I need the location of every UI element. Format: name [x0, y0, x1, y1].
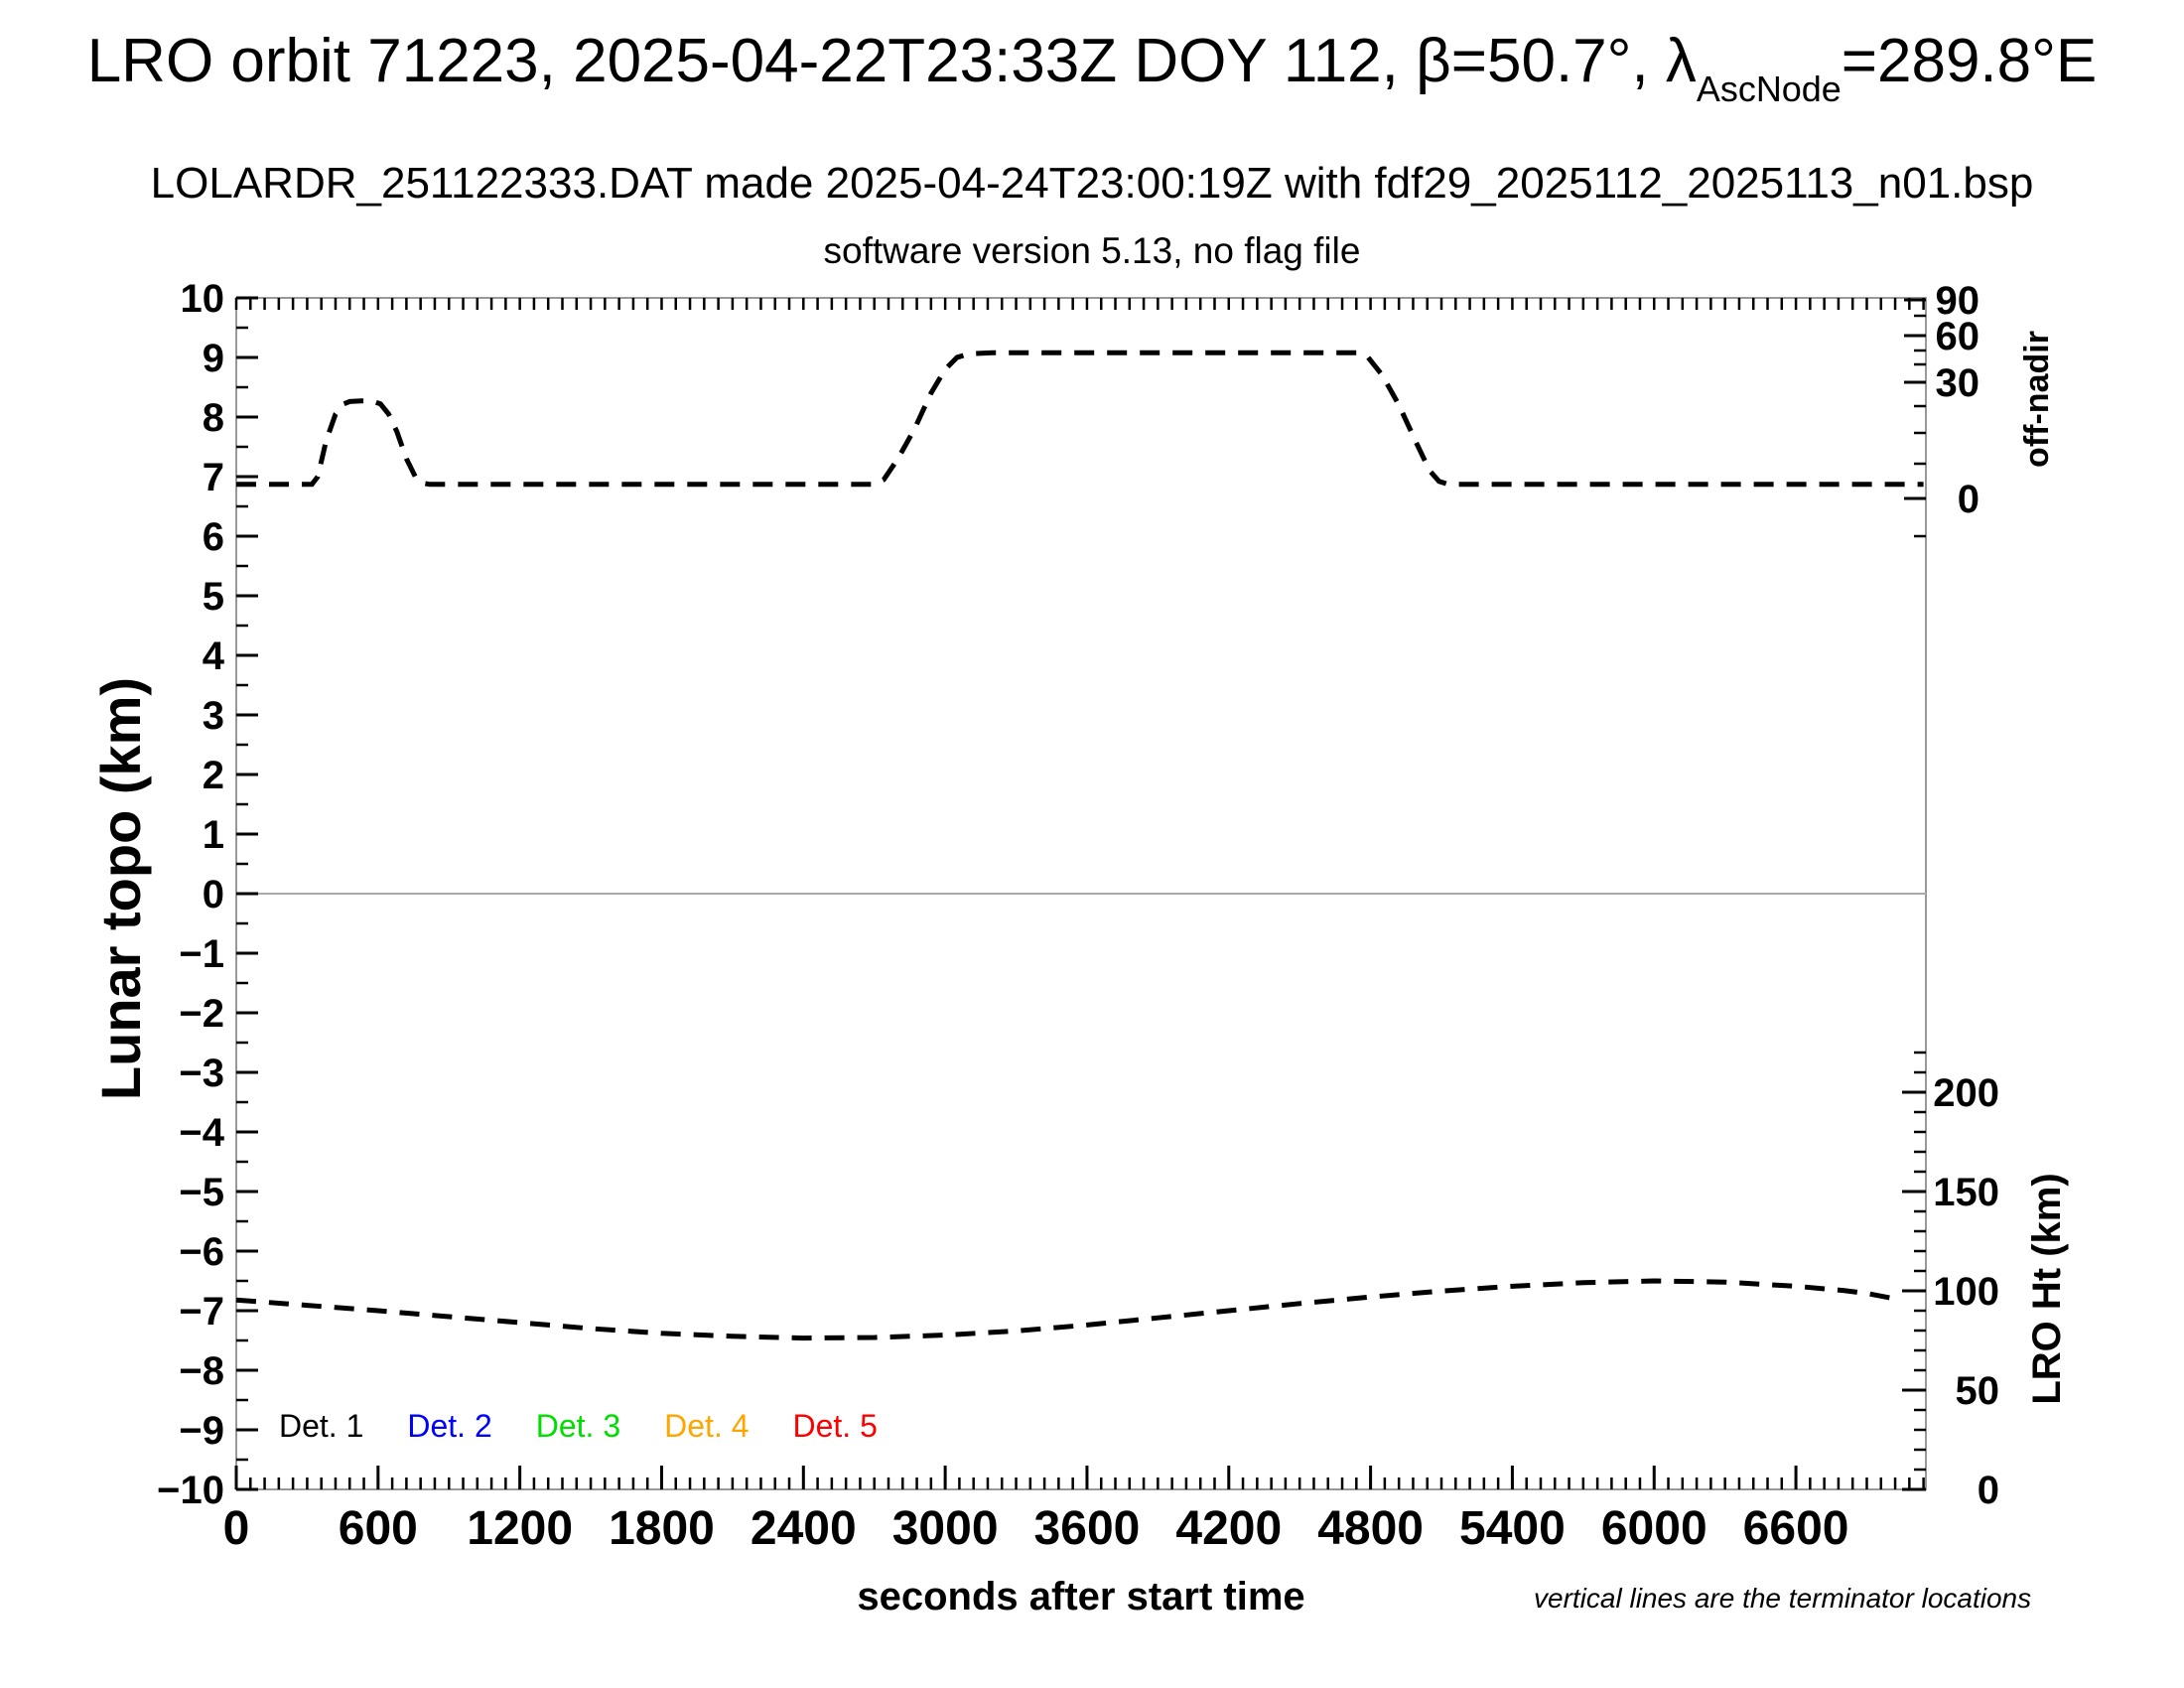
x-axis-title: seconds after start time — [857, 1575, 1305, 1618]
lro-ht-tick-label: 100 — [1933, 1270, 1999, 1314]
y-axis-tick-label: 0 — [203, 873, 224, 916]
y-axis-title-right-bottom: LRO Ht (km) — [2025, 1173, 2069, 1405]
y-axis-tick-label: −6 — [179, 1230, 224, 1274]
y-axis-tick-label: −8 — [179, 1349, 224, 1393]
y-axis-tick-label: −10 — [157, 1469, 224, 1512]
off-nadir-curve — [236, 350, 1924, 488]
plot-title: LRO orbit 71223, 2025-04-22T23:33Z DOY 1… — [0, 26, 2184, 109]
x-axis-tick-label: 4800 — [1317, 1502, 1424, 1555]
lro-ht-tick-label: 150 — [1933, 1171, 1999, 1214]
y-axis-tick-label: 4 — [203, 634, 225, 678]
y-axis-tick-label: 2 — [203, 754, 224, 797]
legend-item-det-2: Det. 2 — [407, 1408, 492, 1444]
x-axis-tick-label: 1200 — [467, 1502, 573, 1555]
y-axis-tick-label: −3 — [179, 1052, 224, 1095]
lro-ht-tick-label: 0 — [1978, 1469, 1999, 1512]
y-axis-tick-label: −7 — [179, 1290, 224, 1334]
plot-title-subscript: AscNode — [1696, 68, 1842, 109]
footnote: vertical lines are the terminator locati… — [1534, 1583, 2032, 1614]
y-axis-tick-label: −2 — [179, 992, 224, 1036]
x-axis-tick-label: 600 — [339, 1502, 418, 1555]
y-axis-tick-label: 5 — [203, 575, 224, 619]
y-axis-tick-label: 10 — [181, 277, 225, 321]
y-axis-tick-label: 8 — [203, 396, 224, 440]
legend-item-det-1: Det. 1 — [279, 1408, 364, 1444]
lro-ht-tick-label: 200 — [1933, 1071, 1999, 1115]
y-axis-title-left: Lunar topo (km) — [89, 676, 152, 1101]
legend-item-det-4: Det. 4 — [664, 1408, 750, 1444]
y-axis-tick-label: 3 — [203, 694, 224, 738]
y-axis-tick-label: −9 — [179, 1409, 224, 1453]
legend: Det. 1 Det. 2 Det. 3 Det. 4 Det. 5 — [279, 1408, 878, 1445]
x-axis-tick-label: 0 — [223, 1502, 250, 1555]
plot-title-prefix: LRO orbit 71223, 2025-04-22T23:33Z DOY 1… — [86, 27, 1697, 95]
lro-height-curve — [235, 1278, 1896, 1341]
offnadir-tick-label: 30 — [1936, 361, 1980, 405]
x-axis-tick-label: 5400 — [1459, 1502, 1566, 1555]
offnadir-tick-label: 90 — [1936, 279, 1980, 323]
y-axis-tick-label: −1 — [179, 932, 224, 976]
x-axis-tick-label: 6000 — [1601, 1502, 1707, 1555]
plot-title-suffix: =289.8°E — [1841, 27, 2098, 95]
legend-item-det-3: Det. 3 — [535, 1408, 621, 1444]
offnadir-tick-label: 0 — [1958, 478, 1979, 521]
x-axis-tick-label: 3600 — [1034, 1502, 1141, 1555]
x-axis-tick-label: 6600 — [1743, 1502, 1849, 1555]
x-axis-tick-label: 2400 — [751, 1502, 857, 1555]
y-axis-tick-label: −4 — [179, 1111, 224, 1155]
y-axis-tick-label: 6 — [203, 515, 224, 559]
x-axis-tick-label: 1800 — [609, 1502, 715, 1555]
y-axis-tick-label: 9 — [203, 337, 224, 380]
lro-ht-tick-label: 50 — [1956, 1369, 2000, 1413]
plot-subtitle-2: software version 5.13, no flag file — [823, 230, 1361, 271]
legend-item-det-5: Det. 5 — [792, 1408, 878, 1444]
y-axis-title-right-top: off-nadir — [2018, 331, 2056, 468]
x-axis-tick-label: 3000 — [892, 1502, 999, 1555]
y-axis-tick-label: −5 — [179, 1171, 224, 1214]
x-axis-tick-label: 4200 — [1175, 1502, 1282, 1555]
y-axis-tick-label: 1 — [203, 813, 224, 857]
plot-subtitle: LOLARDR_251122333.DAT made 2025-04-24T23… — [150, 159, 2034, 208]
y-axis-tick-label: 7 — [203, 456, 224, 499]
offnadir-tick-label: 60 — [1936, 315, 1980, 358]
